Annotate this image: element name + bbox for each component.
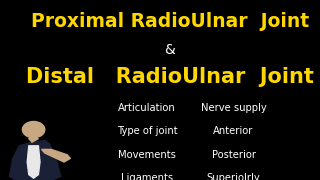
- Text: Ligaments: Ligaments: [121, 173, 173, 180]
- Text: Nerve supply: Nerve supply: [201, 103, 267, 113]
- Text: Posterior: Posterior: [212, 150, 256, 160]
- Text: Anterior: Anterior: [213, 126, 254, 136]
- Text: Superiolrly: Superiolrly: [207, 173, 260, 180]
- Text: Articulation: Articulation: [118, 103, 176, 113]
- Text: Movements: Movements: [118, 150, 176, 160]
- Text: &: &: [164, 43, 175, 57]
- Polygon shape: [29, 135, 38, 142]
- Polygon shape: [10, 140, 61, 180]
- Text: Distal   RadioUlnar  Joint: Distal RadioUlnar Joint: [26, 67, 314, 87]
- Text: Proximal RadioUlnar  Joint: Proximal RadioUlnar Joint: [30, 12, 309, 31]
- Polygon shape: [27, 146, 40, 178]
- Polygon shape: [42, 149, 70, 162]
- Ellipse shape: [22, 122, 45, 138]
- Text: Type of joint: Type of joint: [117, 126, 178, 136]
